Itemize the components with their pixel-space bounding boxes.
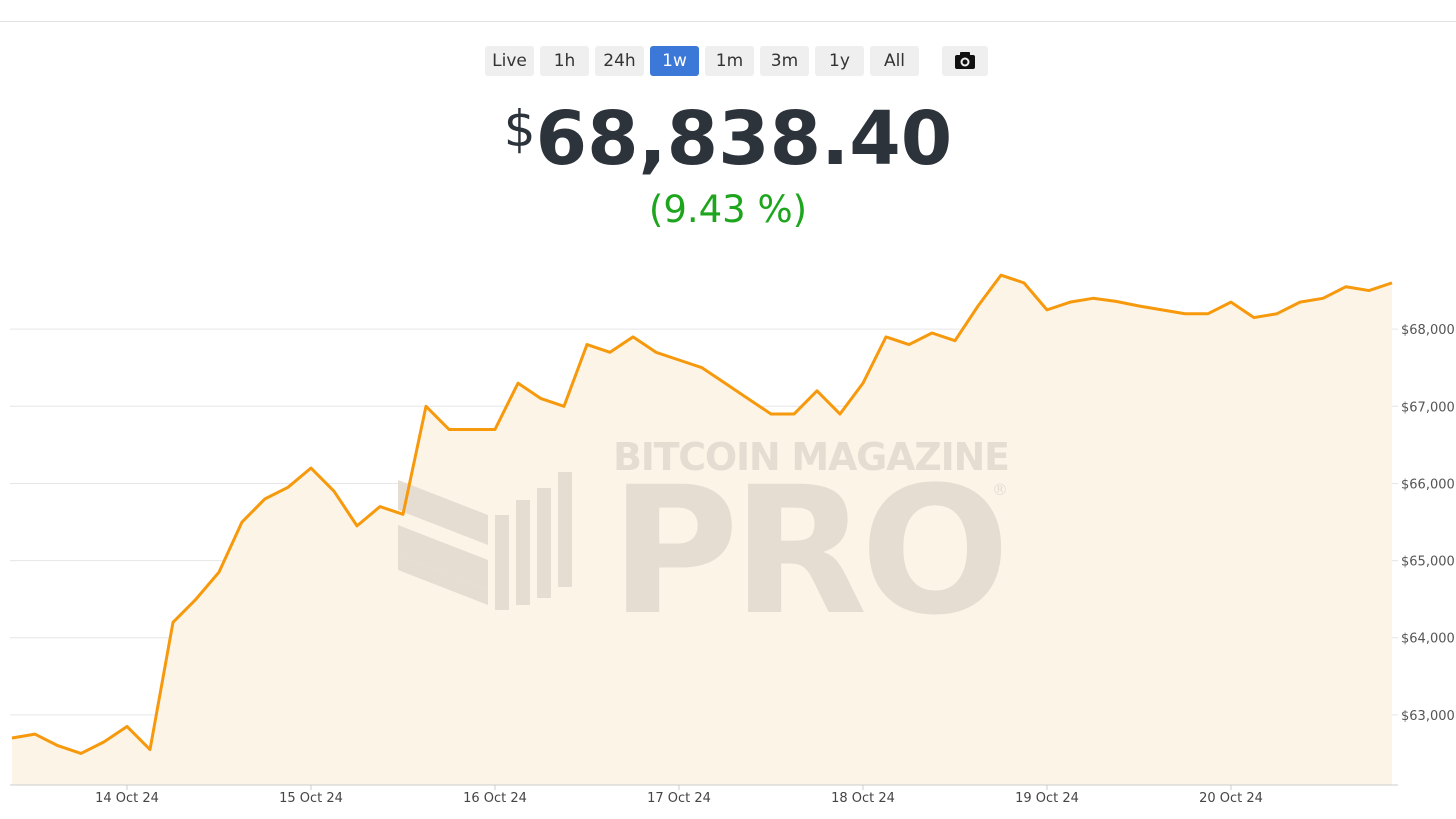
range-button[interactable]: 1h — [540, 46, 589, 76]
logo-shape — [495, 515, 509, 610]
logo-shape — [398, 555, 488, 605]
y-tick-label: $65,000 — [1401, 555, 1455, 570]
x-tick-label: 20 Oct 24 — [1199, 791, 1263, 806]
range-button-active[interactable]: 1w — [650, 46, 699, 76]
range-button[interactable]: 24h — [595, 46, 644, 76]
logo-shape — [398, 480, 488, 545]
price: $68,838.40 — [0, 96, 1456, 182]
y-tick-label: $67,000 — [1401, 400, 1455, 415]
x-tick-label: 14 Oct 24 — [95, 791, 159, 806]
y-tick-label: $66,000 — [1401, 477, 1455, 492]
x-tick-label: 16 Oct 24 — [463, 791, 527, 806]
x-tick-label: 17 Oct 24 — [647, 791, 711, 806]
y-tick-label: $68,000 — [1401, 323, 1455, 338]
price-area — [12, 275, 1392, 785]
logo-shape — [537, 488, 551, 598]
range-button[interactable]: All — [870, 46, 919, 76]
watermark-mark: ® — [992, 480, 1008, 499]
screenshot-button[interactable] — [942, 46, 988, 76]
x-tick-label: 19 Oct 24 — [1015, 791, 1079, 806]
watermark-product: PRO — [610, 449, 1010, 654]
range-button[interactable]: Live — [485, 46, 534, 76]
range-button[interactable]: 1y — [815, 46, 864, 76]
y-tick-label: $63,000 — [1401, 709, 1455, 724]
price-amount: 68,838.40 — [535, 96, 953, 182]
range-button[interactable]: 3m — [760, 46, 809, 76]
y-tick-label: $64,000 — [1401, 632, 1455, 647]
logo-shape — [516, 500, 530, 605]
x-tick-label: 18 Oct 24 — [831, 791, 895, 806]
logo-shape — [398, 525, 488, 590]
price-line — [11, 273, 1393, 755]
divider — [0, 21, 1456, 22]
price-change: (9.43 %) — [648, 188, 808, 231]
watermark-brand: BITCOIN MAGAZINE — [613, 435, 1010, 479]
range-button[interactable]: 1m — [705, 46, 754, 76]
watermark: BITCOIN MAGAZINE PRO ® — [398, 435, 1010, 654]
camera-icon — [955, 52, 975, 69]
logo-shape — [558, 472, 572, 587]
x-tick-label: 15 Oct 24 — [279, 791, 343, 806]
currency: $ — [503, 100, 536, 158]
